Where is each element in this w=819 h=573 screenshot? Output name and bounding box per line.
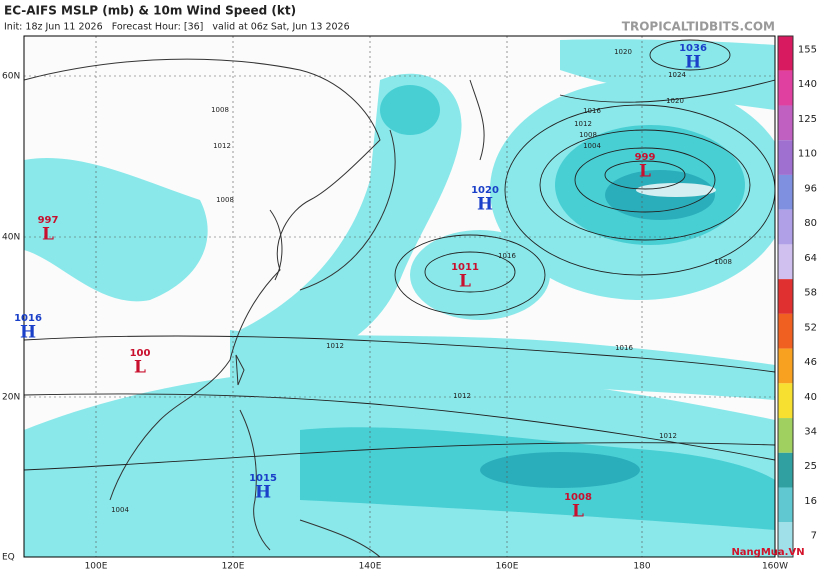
isobar-label: 1016 — [615, 344, 633, 352]
longitude-label: 120E — [222, 562, 245, 572]
map-frame — [23, 35, 776, 558]
colorbar-segment — [778, 174, 793, 210]
colorbar-segment — [778, 522, 793, 557]
colorbar-label: 125 — [798, 114, 817, 125]
title: EC-AIFS MSLP (mb) & 10m Wind Speed (kt) — [4, 4, 296, 18]
pressure-symbol: L — [42, 225, 54, 245]
colorbar-segment — [778, 36, 793, 71]
longitude-label: 100E — [85, 562, 108, 572]
pressure-value: 999 — [635, 152, 656, 163]
colorbar-segment — [778, 487, 793, 523]
isobar-label: 1008 — [579, 131, 597, 139]
watermark: NangMua.VN — [731, 547, 804, 558]
pressure-symbol: H — [477, 195, 493, 215]
isobar-label: 1012 — [574, 120, 592, 128]
colorbar-label: 64 — [804, 253, 817, 264]
pressure-symbol: L — [572, 502, 584, 522]
isobar-label: 1024 — [668, 71, 686, 79]
colorbar-label: 155 — [798, 44, 817, 55]
colorbar-segment — [778, 418, 793, 453]
site-name: TROPICALTIDBITS.COM — [622, 20, 775, 34]
longitude-label: 140E — [359, 562, 382, 572]
isobar-label: 1008 — [211, 106, 229, 114]
pressure-value: 1020 — [471, 185, 499, 196]
colorbar-segment — [778, 279, 793, 314]
longitude-label: 160W — [762, 562, 788, 572]
isobar-label: 1012 — [213, 142, 231, 150]
pressure-value: 1011 — [451, 262, 479, 273]
longitude-label: 180 — [633, 562, 650, 572]
colorbar-frame — [777, 35, 794, 558]
isobar-label: 1008 — [216, 196, 234, 204]
isobar-label: 1004 — [583, 142, 601, 150]
colorbar-label: 58 — [804, 288, 817, 299]
colorbar-label: 52 — [804, 322, 817, 333]
colorbar-segment — [778, 209, 793, 245]
colorbar-label: 16 — [804, 496, 817, 507]
pressure-value: 997 — [38, 215, 59, 226]
pressure-symbol: H — [20, 323, 36, 343]
colorbar-label: 46 — [804, 357, 817, 368]
latitude-label: EQ — [2, 553, 15, 563]
pressure-symbol: H — [255, 483, 271, 503]
colorbar-label: 96 — [804, 183, 817, 194]
longitude-label: 160E — [496, 562, 519, 572]
colorbar-segment — [778, 105, 793, 141]
colorbar-segment — [778, 452, 793, 488]
isobar-label: 1008 — [714, 258, 732, 266]
pressure-value: 1008 — [564, 492, 592, 503]
colorbar-segment — [778, 244, 793, 280]
colorbar-segment — [778, 313, 793, 349]
pressure-symbol: L — [134, 358, 146, 378]
pressure-symbol: L — [459, 272, 471, 292]
pressure-value: 1015 — [249, 473, 277, 484]
pressure-symbol: L — [639, 162, 651, 182]
colorbar-label: 7 — [811, 531, 817, 542]
latitude-label: 20N — [2, 393, 20, 403]
latitude-label: 60N — [2, 72, 20, 82]
pressure-value: 100 — [130, 348, 151, 359]
colorbar-label: 25 — [804, 461, 817, 472]
pressure-value: 1036 — [679, 43, 707, 54]
latitude-label: 40N — [2, 233, 20, 243]
colorbar-segment — [778, 140, 793, 175]
isobar-label: 1012 — [659, 432, 677, 440]
colorbar-label: 80 — [804, 218, 817, 229]
colorbar-label: 34 — [804, 426, 817, 437]
isobar-label: 1004 — [111, 506, 129, 514]
colorbar-segment — [778, 70, 793, 106]
colorbar-segment — [778, 383, 793, 419]
isobar-label: 1012 — [453, 392, 471, 400]
subtitle: Init: 18z Jun 11 2026 Forecast Hour: [36… — [4, 22, 350, 33]
colorbar-label: 110 — [798, 149, 817, 160]
pressure-value: 1016 — [14, 313, 42, 324]
colorbar: 155 140 125 110 96 80 64 58 52 46 40 34 25 16 7 — [777, 35, 817, 558]
isobar-label: 1016 — [583, 107, 601, 115]
colorbar-label: 140 — [798, 79, 817, 90]
isobar-label: 1020 — [614, 48, 632, 56]
colorbar-segment — [778, 348, 793, 384]
isobar-label: 1016 — [498, 252, 516, 260]
pressure-symbol: H — [685, 53, 701, 73]
colorbar-label: 40 — [804, 392, 817, 403]
isobar-label: 1020 — [666, 97, 684, 105]
isobar-label: 1012 — [326, 342, 344, 350]
